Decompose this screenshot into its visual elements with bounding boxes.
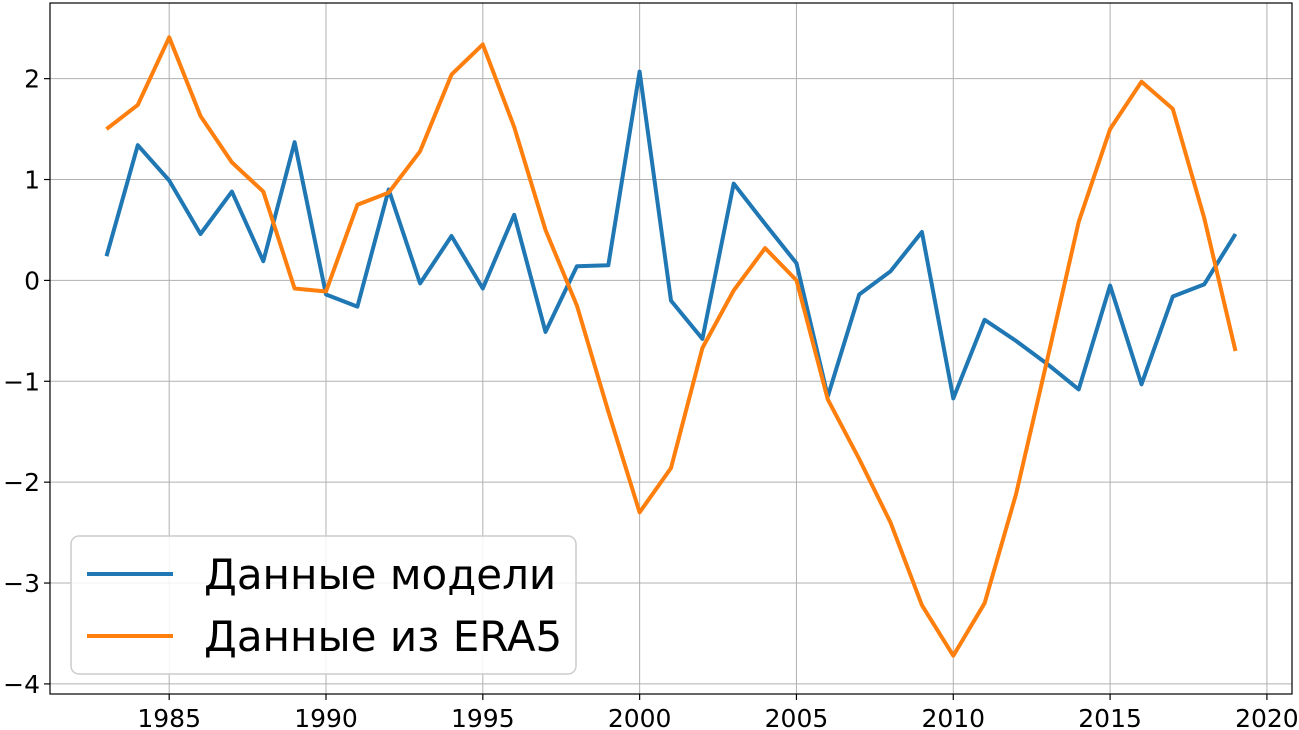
x-tick-label: 1995	[451, 704, 515, 730]
x-tick-label: 2000	[608, 704, 672, 730]
x-tick-label: 2015	[1078, 704, 1142, 730]
x-tick-label: 1990	[294, 704, 358, 730]
grid	[50, 3, 1292, 694]
legend-label-1: Данные из ERA5	[204, 612, 562, 661]
x-tick-label: 2010	[921, 704, 985, 730]
y-tick-label: 2	[24, 65, 40, 94]
legend-label-0: Данные модели	[204, 550, 556, 599]
y-tick-label: 1	[24, 166, 40, 195]
series-lines	[104, 35, 1238, 658]
y-tick-label: −3	[3, 569, 40, 598]
x-tick-label: 2005	[765, 704, 829, 730]
x-tick-label: 1985	[137, 704, 201, 730]
legend: Данные модели Данные из ERA5	[70, 535, 577, 675]
legend-box	[70, 535, 577, 675]
y-tick-label: −1	[3, 367, 40, 396]
axis-ticks: 1985 1990 1995 2000 2005 2010 2015 2020 −4 −3 −2 −1…	[3, 65, 1299, 730]
y-tick-label: −4	[3, 670, 40, 699]
series-line-1	[105, 35, 1238, 658]
y-tick-label: −2	[3, 468, 40, 497]
x-tick-label: 2020	[1235, 704, 1299, 730]
axes-frame	[49, 2, 1293, 695]
y-tick-label: 0	[24, 266, 40, 295]
